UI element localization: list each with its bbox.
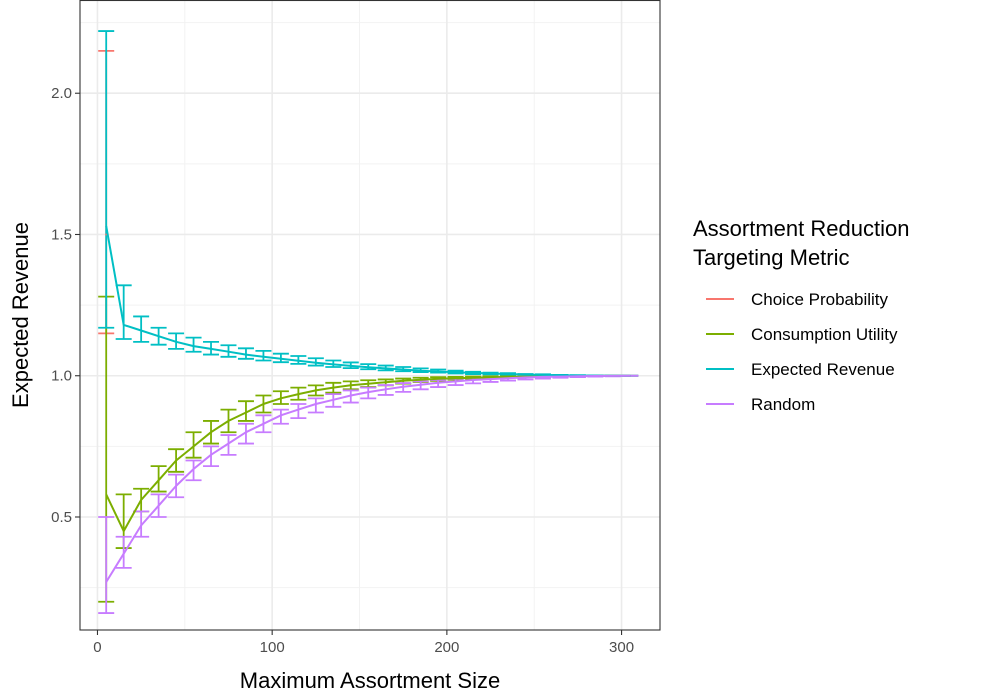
x-tick-label: 300	[609, 639, 634, 656]
y-axis-title: Expected Revenue	[8, 222, 33, 408]
x-tick-label: 100	[260, 639, 285, 656]
legend-title-line-1: Assortment Reduction	[693, 216, 909, 241]
x-axis-title: Maximum Assortment Size	[240, 668, 500, 693]
legend-title-line-2: Targeting Metric	[693, 245, 850, 270]
y-tick-label: 1.0	[51, 368, 72, 385]
x-tick-label: 0	[93, 639, 101, 656]
y-tick-label: 2.0	[51, 85, 72, 102]
legend-label: Choice Probability	[751, 290, 889, 309]
legend-label: Random	[751, 395, 815, 414]
y-tick-label: 1.5	[51, 226, 72, 243]
y-tick-label: 0.5	[51, 509, 72, 526]
legend-label: Expected Revenue	[751, 360, 895, 379]
legend-label: Consumption Utility	[751, 325, 898, 344]
x-tick-label: 200	[434, 639, 459, 656]
